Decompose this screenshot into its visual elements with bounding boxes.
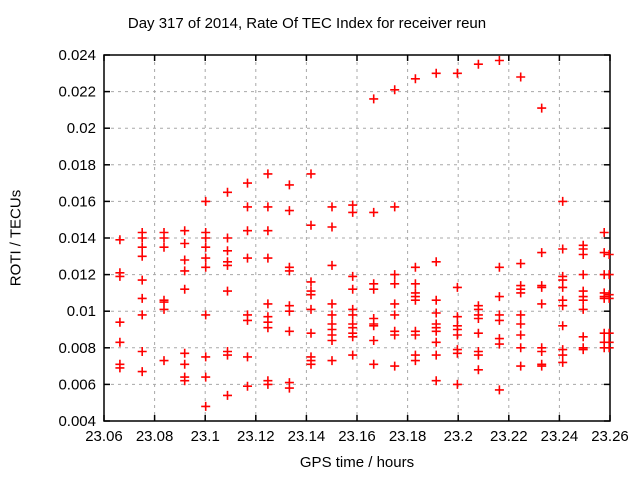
y-tick-label: 0.012 [58, 267, 96, 284]
x-tick-label: 23.08 [136, 428, 174, 445]
y-tick-label: 0.01 [67, 303, 96, 320]
y-tick-label: 0.014 [58, 230, 96, 247]
y-axis-label: ROTI / TECUs [7, 189, 25, 287]
x-tick-label: 23.14 [288, 428, 326, 445]
x-tick-label: 23.26 [591, 428, 629, 445]
chart-title: Day 317 of 2014, Rate Of TEC Index for r… [127, 15, 487, 32]
x-axis-label: GPS time / hours [299, 454, 415, 471]
y-tick-label: 0.016 [58, 193, 96, 210]
x-tick-label: 23.18 [389, 428, 427, 445]
y-tick-label: 0.024 [58, 47, 96, 64]
y-tick-label: 0.006 [58, 376, 96, 393]
y-tick-label: 0.02 [67, 120, 96, 137]
y-tick-label: 0.008 [58, 340, 96, 357]
data-point-markers [115, 56, 614, 411]
x-tick-label: 23.06 [85, 428, 123, 445]
x-tick-label: 23.12 [237, 428, 275, 445]
y-tick-label: 0.022 [58, 84, 96, 101]
x-tick-label: 23.2 [444, 428, 473, 445]
x-tick-label: 23.16 [338, 428, 376, 445]
y-tick-label: 0.018 [58, 157, 96, 174]
x-tick-label: 23.1 [191, 428, 220, 445]
y-tick-label: 0.004 [58, 413, 96, 430]
x-tick-label: 23.24 [541, 428, 579, 445]
x-tick-label: 23.22 [490, 428, 528, 445]
